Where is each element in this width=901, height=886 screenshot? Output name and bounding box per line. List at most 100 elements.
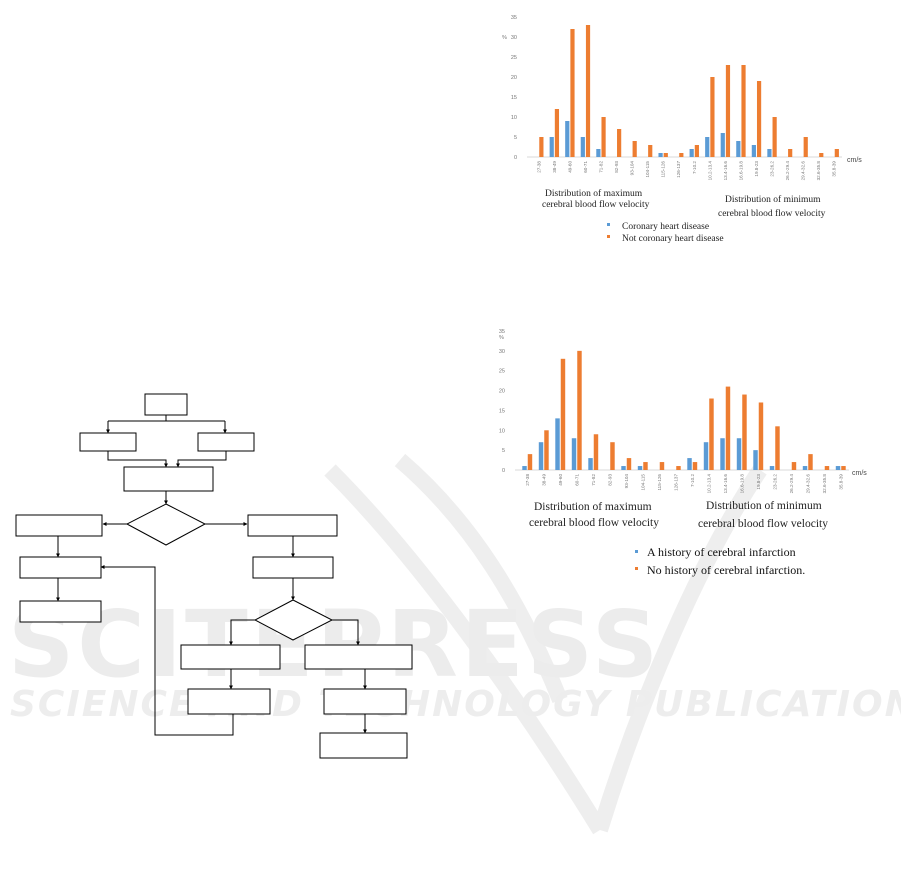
bar-series-b: [610, 442, 615, 470]
y-tick-label: 35: [511, 15, 517, 21]
x-tick-label: 7-10.2: [692, 161, 697, 174]
bar-series-a: [565, 121, 570, 157]
x-tick-label: 126-137: [673, 474, 678, 491]
bar-series-b: [808, 454, 813, 470]
y-tick-label: 30: [499, 349, 505, 355]
flow-box-right-1: [247, 514, 338, 537]
flow-connector: [332, 619, 360, 646]
group-label-max-line1: Distribution of maximum: [545, 188, 643, 199]
bar-series-b: [834, 149, 839, 157]
x-tick-label: 27-38: [536, 161, 541, 173]
bar-series-a: [835, 466, 841, 470]
bar-series-a: [769, 466, 775, 470]
y-tick-label: 10: [511, 115, 517, 121]
y-axis-label: %: [502, 35, 507, 41]
y-tick-label: 25: [511, 55, 517, 61]
group-label-max-line1: Distribution of maximum: [534, 501, 652, 513]
bar-series-b: [841, 466, 846, 470]
x-tick-label: 19.8-23: [754, 161, 759, 177]
x-tick-label: 10.2-13.4: [706, 474, 711, 494]
x-tick-label: 104-115: [645, 161, 650, 178]
bar-series-a: [687, 458, 692, 470]
flow-box-left-2: [19, 556, 102, 579]
legend-swatch-series-b: [607, 235, 610, 238]
x-tick-label: 10.2-13.4: [707, 161, 712, 181]
y-tick-label: 20: [499, 389, 505, 395]
flow-box-left-3: [19, 600, 102, 623]
legend-label-series-a: Coronary heart disease: [622, 222, 709, 232]
flow-box-right-input: [197, 432, 255, 452]
x-tick-label: 60-71: [574, 474, 579, 486]
y-tick-label: 25: [499, 369, 505, 375]
x-tick-label: 115-126: [657, 474, 662, 491]
bar-series-b: [632, 141, 637, 157]
bar-series-b: [758, 402, 764, 470]
bar-series-b: [626, 458, 632, 470]
bar-series-a: [555, 418, 560, 470]
x-tick-label: 71-82: [598, 161, 603, 173]
y-tick-label: 0: [502, 468, 505, 474]
bar-series-b: [710, 77, 715, 157]
bar-series-b: [560, 358, 566, 470]
bar-series-b: [803, 137, 808, 157]
bar-series-b: [692, 462, 698, 470]
bar-chart-cerebral-infarction: % 0 5 10 15 20 25 30 35 27-38 38-49 49-60 60-71 71-…: [499, 329, 867, 577]
bar-series-a: [580, 137, 585, 157]
bar-series-b: [679, 153, 684, 157]
bar-series-a: [751, 145, 756, 157]
bar-series-b: [570, 29, 575, 157]
x-tick-label: 26.2-29.4: [785, 161, 790, 181]
x-tick-label: 32.6-35.8: [816, 161, 821, 181]
legend-swatch-series-b: [635, 567, 638, 570]
x-tick-label: 27-38: [525, 474, 530, 486]
flow-connector: [107, 451, 168, 468]
watermark-subtitle: SCIENCE AND TECHNOLOGY PUBLICATIONS: [10, 684, 901, 725]
bar-series-b: [709, 398, 714, 470]
legend-label-series-b: Not coronary heart disease: [622, 234, 724, 244]
bar-series-b: [694, 145, 699, 157]
bar-series-b: [601, 117, 606, 157]
bar-series-b: [775, 426, 780, 470]
x-tick-label: 19.8-23: [756, 474, 761, 490]
x-tick-label: 71-82: [591, 474, 596, 486]
bar-series-a: [703, 442, 709, 470]
legend-label-series-a: A history of cerebral infarction: [647, 545, 796, 559]
x-unit-label: cm/s: [852, 470, 867, 477]
bar-series-a: [720, 133, 725, 157]
bar-series-a: [588, 458, 593, 470]
group-label-min-line1: Distribution of minimum: [706, 500, 822, 512]
bar-series-b: [676, 466, 681, 470]
bar-series-b: [663, 153, 668, 157]
bar-series-a: [753, 450, 758, 470]
y-tick-label: 15: [511, 95, 517, 101]
flow-box-start: [144, 393, 188, 416]
group-label-min-line1: Distribution of minimum: [725, 194, 821, 205]
x-tick-label: 49-60: [567, 161, 572, 173]
x-tick-label: 7-10.2: [690, 474, 695, 487]
bar-series-b: [741, 65, 746, 157]
bar-series-a: [538, 442, 544, 470]
bar-series-b: [819, 153, 824, 157]
bar-chart-coronary: % 0 5 10 15 20 25 30 35 27-38 38-49 49-60 60-71 71-…: [502, 15, 862, 244]
x-tick-label: 26.2-29.4: [789, 474, 794, 494]
flow-connector: [176, 451, 227, 468]
bar-series-b: [554, 109, 560, 157]
x-tick-label: 29.4-32.6: [801, 161, 806, 181]
x-tick-label: 16.6-19.8: [739, 474, 744, 494]
bar-series-b: [824, 466, 830, 470]
group-label-max-line2: cerebral blood flow velocity: [542, 199, 650, 210]
bar-series-b: [742, 394, 747, 470]
x-tick-label: 93-104: [630, 161, 635, 176]
bar-series-b: [756, 81, 762, 157]
y-tick-label: 5: [514, 135, 517, 141]
flow-box-mid-left: [180, 644, 281, 670]
legend-swatch-series-a: [607, 223, 610, 226]
y-tick-label: 5: [502, 448, 505, 454]
x-tick-label: 38-49: [552, 161, 557, 173]
x-tick-label: 23-26.2: [772, 474, 777, 490]
flow-box-right-2: [252, 556, 334, 579]
flow-decision-1: [125, 503, 207, 546]
bar-series-b: [527, 454, 533, 470]
x-tick-label: 49-60: [558, 474, 563, 486]
flowchart-diagram: [15, 393, 413, 759]
